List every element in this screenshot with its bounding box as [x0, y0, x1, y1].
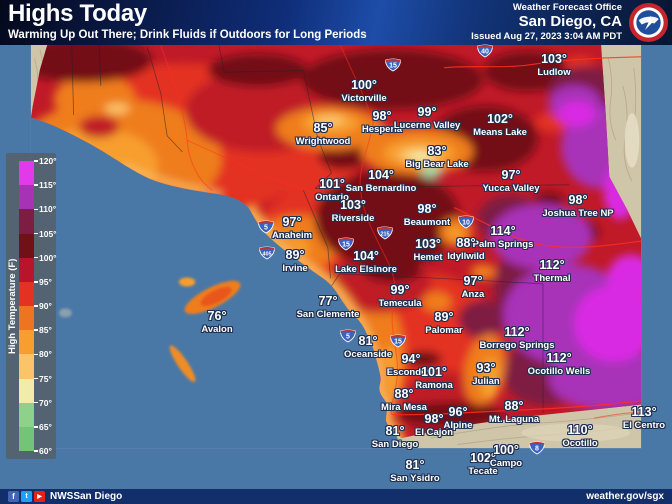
county-lines [71, 45, 570, 413]
legend-tick-text: 105° [39, 228, 57, 239]
islands [59, 277, 241, 382]
legend-tick-text: 60° [39, 446, 52, 456]
interstate-shield-icon: 405 [259, 246, 275, 260]
legend-tick-text: 100° [39, 252, 57, 263]
legend-tick-text: 85° [39, 325, 52, 336]
temperature-legend: High Temperature (F) 120° 115° 110° 105° 100… [6, 153, 57, 459]
shield-route-number: 5 [346, 334, 350, 341]
legend-tick-label: 100° [34, 253, 57, 263]
page-title: Highs Today [8, 0, 147, 27]
legend-tick-text: 120° [39, 156, 57, 166]
youtube-icon: ▶ [34, 491, 45, 502]
page-subtitle: Warming Up Out There; Drink Fluids if Ou… [8, 29, 367, 41]
interstate-shield-icon: 5 [340, 329, 356, 343]
shield-route-number: 15 [389, 63, 397, 70]
legend-tick-text: 90° [39, 301, 52, 311]
legend-title: High Temperature (F) [7, 258, 18, 354]
header-banner: Highs Today Warming Up Out There; Drink … [0, 0, 672, 45]
legend-tick-text: 115° [39, 180, 57, 191]
office-name: Weather Forecast Office [512, 2, 622, 13]
legend-color-band [19, 426, 34, 452]
legend-color-band [19, 402, 34, 427]
legend-tick-text: 65° [39, 421, 52, 432]
legend-tick-label: 70° [34, 398, 52, 408]
ocean [30, 117, 400, 449]
interstate-shield-icon: 15 [338, 237, 354, 251]
legend-tick-label: 85° [34, 325, 52, 335]
issued-timestamp: Issued Aug 27, 2023 3:04 AM PDT [471, 30, 622, 42]
interstate-shield-icon: 215 [377, 226, 393, 240]
legend-tick-label: 75° [34, 374, 52, 384]
interstate-shield-icon: 15 [390, 334, 406, 348]
legend-tick-label: 120° [34, 156, 57, 166]
legend-color-band [19, 161, 34, 186]
office-location: San Diego, CA [518, 13, 622, 31]
legend-tick-text: 70° [39, 397, 52, 408]
interstate-shield-icon: 8 [529, 441, 545, 455]
facebook-icon: f [8, 491, 19, 502]
legend-color-band [19, 378, 34, 403]
legend-tick-label: 65° [34, 422, 52, 432]
shield-route-number: 405 [263, 252, 272, 258]
legend-color-band [19, 257, 34, 282]
office-info: Weather Forecast Office San Diego, CA Is… [471, 2, 622, 42]
shield-route-number: 215 [381, 232, 390, 238]
website-url: weather.gov/sgx [586, 491, 664, 502]
interstate-shield-icon: 10 [458, 215, 474, 229]
interstate-shield-icon: 40 [477, 44, 493, 58]
shield-route-number: 15 [342, 242, 350, 249]
legend-tick-text: 80° [39, 349, 52, 360]
legend-tick-label: 95° [34, 277, 52, 287]
nws-logo-icon [628, 2, 669, 43]
legend-tick-text: 75° [39, 373, 52, 384]
shield-route-number: 8 [535, 446, 539, 453]
shield-route-number: 40 [481, 49, 489, 56]
legend-tick-label: 105° [34, 229, 57, 239]
legend-tick-text: 110° [39, 204, 57, 215]
interstate-shield-icon: 5 [258, 220, 274, 234]
legend-tick-label: 60° [34, 446, 52, 456]
shield-route-number: 5 [264, 225, 268, 232]
legend-color-band [19, 209, 34, 234]
legend-color-band [19, 233, 34, 258]
legend-tick-label: 90° [34, 301, 52, 311]
legend-tick-label: 80° [34, 349, 52, 359]
interstate-shield-icon: 15 [385, 58, 401, 72]
forecast-map: 15 40 5 405 10 215 15 5 15 8 100° Victorville 98° He… [0, 44, 672, 489]
legend-tick-label: 115° [34, 180, 56, 190]
shield-route-number: 10 [462, 220, 470, 227]
social-handle: NWSSan Diego [50, 491, 123, 502]
legend-color-band [19, 185, 34, 210]
twitter-icon: t [21, 491, 32, 502]
legend-color-band [19, 354, 34, 379]
legend-tick-text: 95° [39, 276, 52, 287]
legend-color-band [19, 281, 34, 307]
legend-tick-label: 110° [34, 204, 56, 214]
thermal-map-svg [30, 45, 642, 449]
legend-color-bar [19, 161, 34, 452]
shield-route-number: 15 [394, 339, 402, 346]
legend-color-band [19, 330, 34, 355]
legend-color-band [19, 306, 34, 331]
footer-bar: f t ▶ NWSSan Diego weather.gov/sgx [0, 489, 672, 504]
highways [160, 45, 642, 419]
